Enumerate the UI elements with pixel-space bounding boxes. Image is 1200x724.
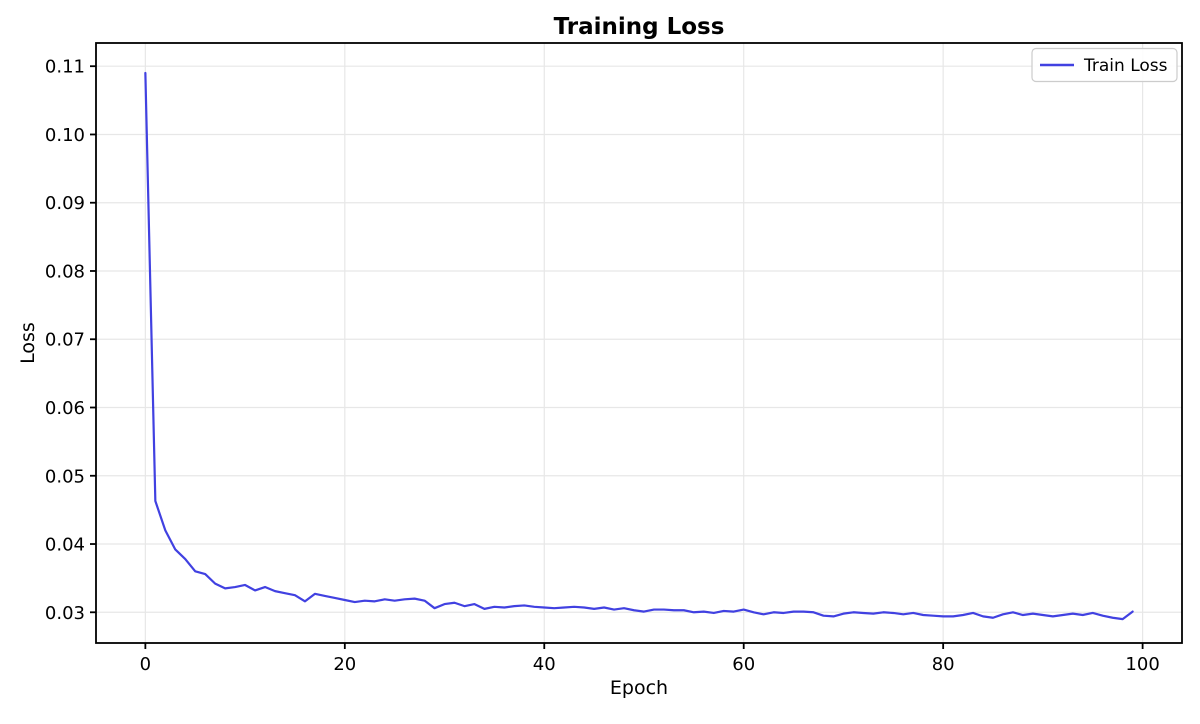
x-tick-label: 0 bbox=[140, 654, 151, 675]
x-tick-label: 100 bbox=[1125, 654, 1159, 675]
series-lines bbox=[144, 71, 1134, 621]
grid-lines bbox=[96, 43, 1182, 643]
legend-label: Train Loss bbox=[1083, 56, 1168, 76]
y-axis-label: Loss bbox=[17, 322, 39, 364]
x-tick-label: 80 bbox=[932, 654, 955, 675]
legend: Train Loss bbox=[1031, 47, 1178, 83]
y-tick-label: 0.05 bbox=[45, 466, 85, 487]
axes bbox=[95, 42, 1183, 644]
x-axis-label: Epoch bbox=[610, 677, 668, 699]
y-tick-label: 0.04 bbox=[45, 535, 85, 556]
legend-box bbox=[1031, 47, 1178, 83]
plot-border bbox=[95, 42, 1183, 644]
y-tick-label: 0.07 bbox=[45, 330, 85, 351]
x-tick-label: 20 bbox=[333, 654, 356, 675]
chart-title: Training Loss bbox=[554, 14, 725, 40]
y-tick-label: 0.11 bbox=[45, 57, 85, 78]
y-tick-label: 0.06 bbox=[45, 398, 85, 419]
y-tick-label: 0.08 bbox=[45, 261, 85, 282]
train-loss-curve bbox=[144, 71, 1134, 621]
x-tick-label: 60 bbox=[732, 654, 755, 675]
y-tick-label: 0.09 bbox=[45, 193, 85, 214]
y-tick-label: 0.10 bbox=[45, 125, 85, 146]
axis-ticks: 0 20 40 60 80 100 0.03 0.04 0.05 0.06 0.07 0.08 0.09… bbox=[45, 57, 1160, 675]
y-tick-label: 0.03 bbox=[45, 603, 85, 624]
x-tick-label: 40 bbox=[533, 654, 556, 675]
